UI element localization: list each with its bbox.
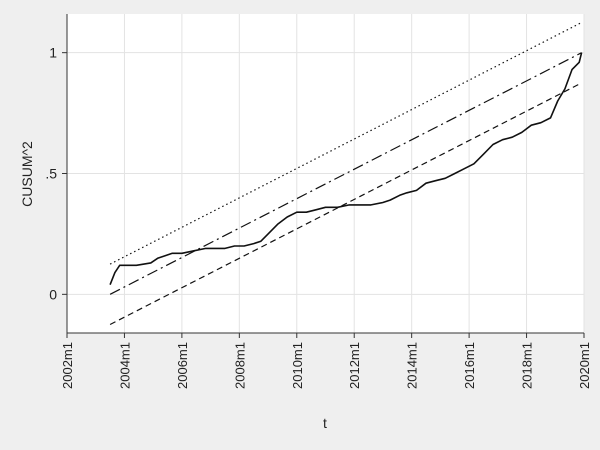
x-tick-label: 2008m1: [232, 342, 247, 389]
x-tick-label: 2006m1: [175, 342, 190, 389]
upper-bound-line: [109, 21, 582, 265]
x-tick-label: 2002m1: [60, 342, 75, 389]
x-tick-label: 2014m1: [405, 342, 420, 389]
x-tick-label: 2016m1: [462, 342, 477, 389]
y-tick-label: 0: [49, 286, 57, 302]
lower-bound-line: [109, 82, 582, 326]
y-tick-label: .5: [45, 166, 57, 182]
expected-value-line: [109, 52, 582, 295]
grid-layer: [66, 14, 585, 333]
x-axis-label: t: [323, 415, 327, 431]
series-layer: [109, 21, 583, 326]
x-tick-label: 2004m1: [117, 342, 132, 389]
y-tick-label: 1: [49, 45, 57, 61]
cusum-squared-line: [109, 52, 583, 285]
x-tick-label: 2020m1: [577, 342, 592, 389]
tick-layer: 2002m1 2004m1 2006m1 2008m1 2010m1 2012m1 2014…: [45, 45, 592, 389]
x-tick-label: 2018m1: [520, 342, 535, 389]
x-tick-label: 2010m1: [290, 342, 305, 389]
x-tick-label: 2012m1: [347, 342, 362, 389]
y-axis-label: CUSUM^2: [19, 141, 35, 207]
